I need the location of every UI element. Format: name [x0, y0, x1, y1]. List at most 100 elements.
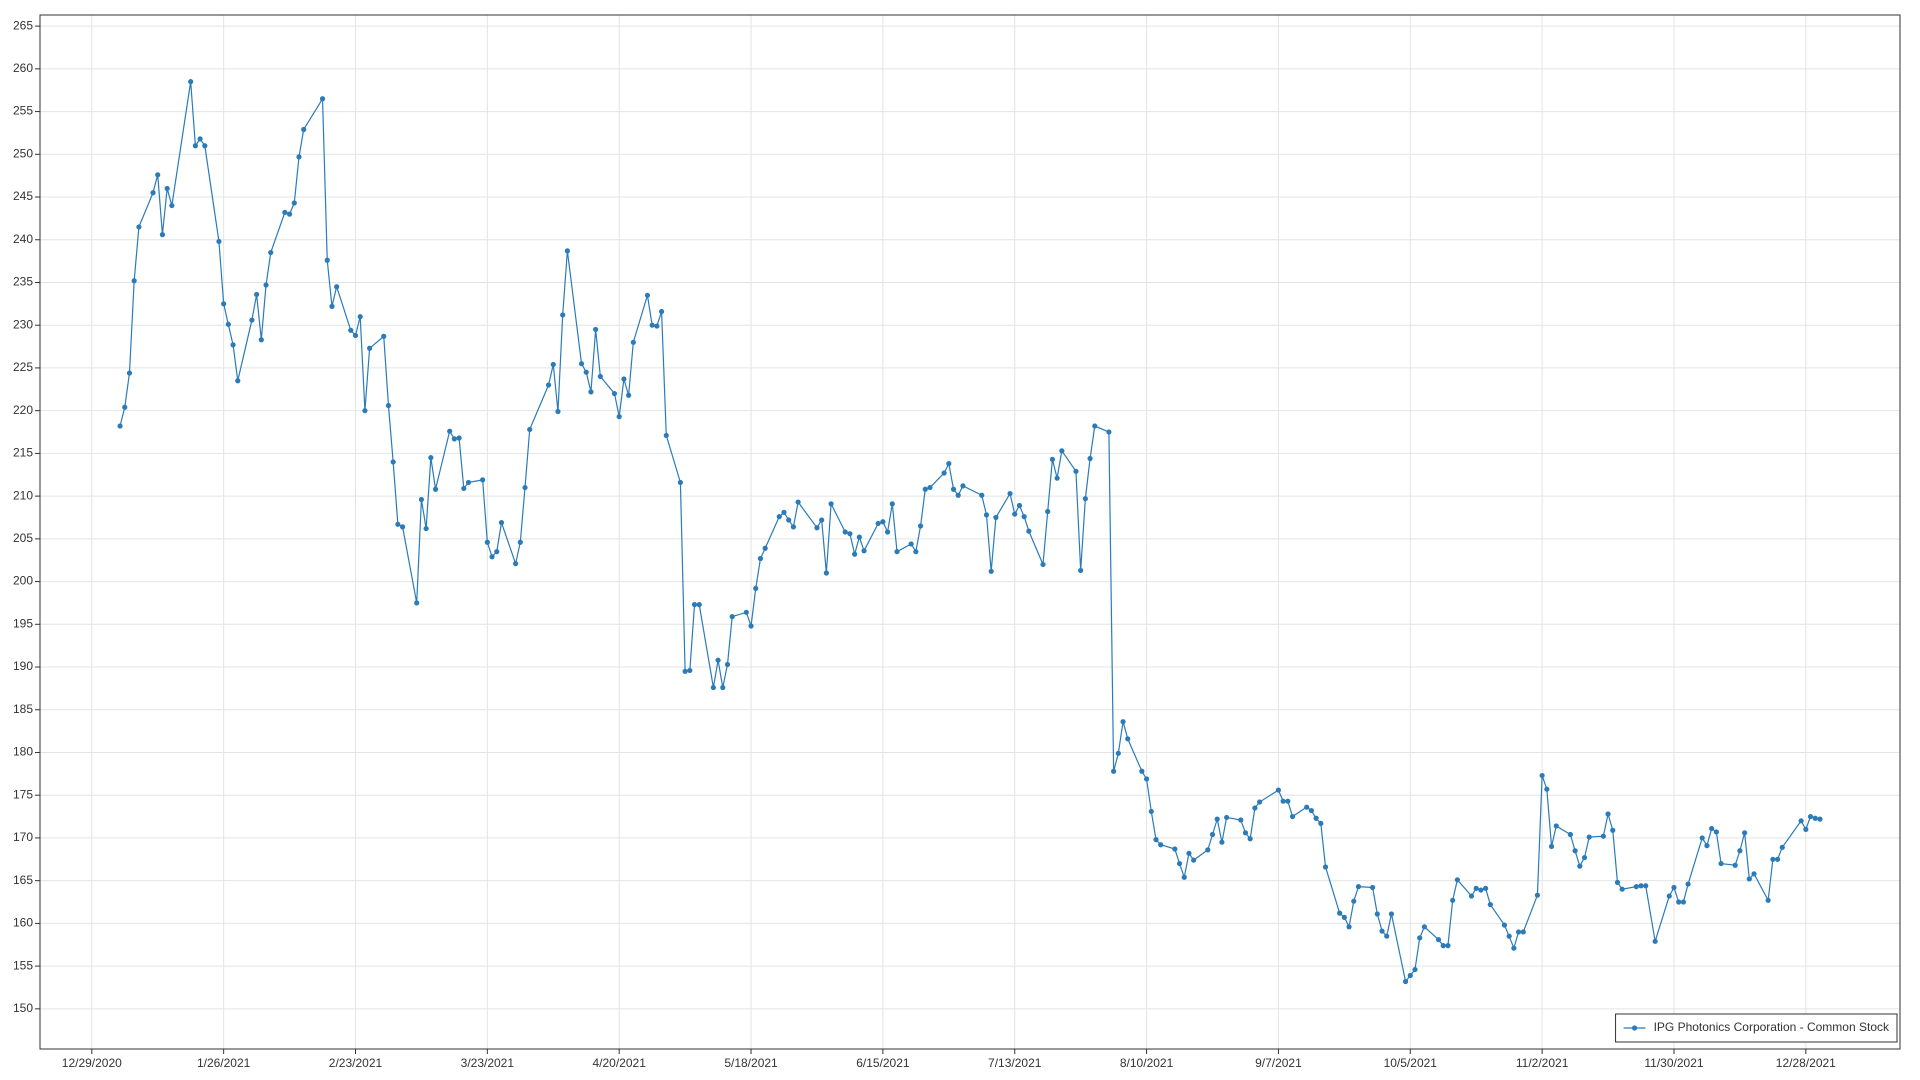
data-point: [249, 317, 255, 323]
data-point: [564, 248, 570, 254]
data-point: [188, 79, 194, 85]
data-point: [946, 461, 952, 467]
data-point: [1600, 833, 1606, 839]
data-point: [258, 337, 264, 343]
data-point: [630, 339, 636, 345]
data-point: [1139, 768, 1145, 774]
data-point: [1751, 871, 1757, 877]
data-point: [1520, 929, 1526, 935]
data-point: [1539, 772, 1545, 779]
data-point: [861, 548, 867, 554]
data-point: [221, 301, 227, 307]
y-tick-label: 180: [13, 745, 33, 759]
data-point: [677, 479, 684, 486]
data-point: [150, 190, 156, 196]
data-point: [1407, 972, 1413, 979]
data-point: [1577, 863, 1583, 869]
data-point: [1586, 834, 1592, 840]
y-tick-label: 170: [13, 830, 33, 844]
data-point: [1450, 897, 1456, 903]
data-point: [381, 333, 387, 339]
y-tick-label: 215: [13, 446, 33, 460]
y-tick-label: 250: [13, 146, 33, 160]
data-point: [1567, 831, 1573, 838]
data-point: [517, 539, 523, 545]
data-point: [753, 585, 759, 592]
data-point: [1770, 856, 1776, 862]
data-point: [979, 492, 985, 498]
y-tick-label: 240: [13, 232, 33, 246]
x-tick-label: 1/26/2021: [197, 1056, 251, 1070]
data-point: [814, 525, 820, 531]
data-point: [1285, 798, 1291, 804]
data-point: [456, 435, 462, 441]
data-point: [649, 322, 655, 328]
data-point: [894, 549, 900, 555]
data-point: [884, 529, 891, 535]
data-point: [1007, 490, 1013, 497]
data-point: [1172, 846, 1178, 852]
data-point: [1483, 885, 1489, 891]
data-point: [748, 623, 754, 629]
data-point: [1012, 511, 1018, 517]
data-point: [1082, 496, 1088, 502]
data-point: [588, 389, 594, 395]
data-point: [1238, 817, 1244, 823]
data-point: [852, 551, 858, 557]
data-point: [291, 200, 297, 206]
y-tick-label: 230: [13, 317, 33, 331]
data-point: [1421, 924, 1428, 930]
x-tick-label: 9/7/2021: [1255, 1056, 1302, 1070]
data-point: [1388, 911, 1395, 917]
x-tick-label: 7/13/2021: [988, 1056, 1042, 1070]
data-point: [461, 485, 467, 492]
y-tick-label: 265: [13, 18, 33, 32]
data-point: [1605, 811, 1611, 817]
data-point: [1737, 848, 1743, 854]
data-point: [583, 369, 589, 375]
y-tick-label: 195: [13, 616, 33, 630]
data-point: [362, 408, 368, 414]
y-tick-label: 235: [13, 275, 33, 289]
data-point: [696, 602, 702, 608]
data-point: [230, 342, 236, 348]
data-point: [136, 224, 142, 230]
data-point: [334, 284, 340, 290]
data-point: [762, 545, 768, 551]
data-point: [1045, 508, 1051, 515]
data-point: [494, 549, 500, 555]
data-point: [626, 392, 632, 398]
data-point: [418, 496, 425, 503]
data-point: [1709, 825, 1715, 832]
y-tick-label: 260: [13, 61, 33, 75]
data-point: [1370, 884, 1376, 891]
data-point: [1304, 804, 1310, 810]
data-point: [1191, 857, 1197, 863]
data-point: [1214, 816, 1220, 822]
x-tick-label: 11/30/2021: [1644, 1056, 1703, 1070]
data-point: [1680, 899, 1686, 905]
data-point: [795, 499, 801, 505]
y-tick-label: 225: [13, 360, 33, 374]
data-point: [663, 432, 669, 439]
data-point: [993, 514, 999, 521]
data-point: [578, 361, 585, 367]
data-point: [395, 521, 401, 527]
data-point: [1412, 966, 1418, 973]
data-point: [202, 143, 208, 149]
data-point: [1224, 814, 1230, 821]
data-point: [687, 667, 693, 674]
data-point: [484, 539, 490, 545]
data-point: [498, 520, 505, 526]
data-point: [856, 534, 862, 540]
data-point: [1346, 924, 1352, 930]
data-point: [117, 423, 123, 429]
data-point: [1732, 862, 1738, 868]
data-point: [390, 459, 396, 465]
y-tick-label: 165: [13, 873, 33, 887]
data-point: [616, 414, 622, 420]
data-point: [1807, 813, 1814, 820]
data-point: [555, 408, 561, 415]
data-point: [1704, 843, 1710, 849]
data-point: [1685, 881, 1691, 887]
